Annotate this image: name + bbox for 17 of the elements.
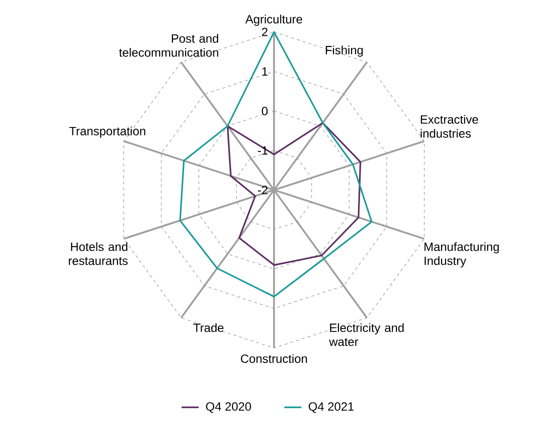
- spoke-label: Post and telecommunication: [119, 34, 218, 57]
- spoke-label: Exctractive industries: [420, 114, 478, 138]
- y-tick-label: -1: [258, 146, 268, 155]
- spoke-label: Construction: [240, 354, 307, 363]
- spoke-label: Agriculture: [245, 14, 302, 26]
- spoke-label: Trade: [193, 323, 224, 332]
- y-tick-label: -2: [258, 186, 268, 194]
- spoke-label: Fishing: [326, 46, 363, 57]
- spoke-label: Hotels and restaurants: [68, 242, 128, 266]
- spoke-label: Electricity and water: [329, 323, 404, 346]
- spoke-label: Manufacturing Industry: [424, 242, 499, 268]
- y-tick-label: 1: [262, 67, 268, 76]
- y-tick-label: 0: [262, 106, 268, 116]
- legend-label: Q4 2020: [206, 402, 252, 413]
- y-tick-label: 2: [262, 28, 268, 36]
- spoke-label: Transportation: [69, 126, 146, 138]
- legend-label: Q4 2021: [308, 402, 354, 413]
